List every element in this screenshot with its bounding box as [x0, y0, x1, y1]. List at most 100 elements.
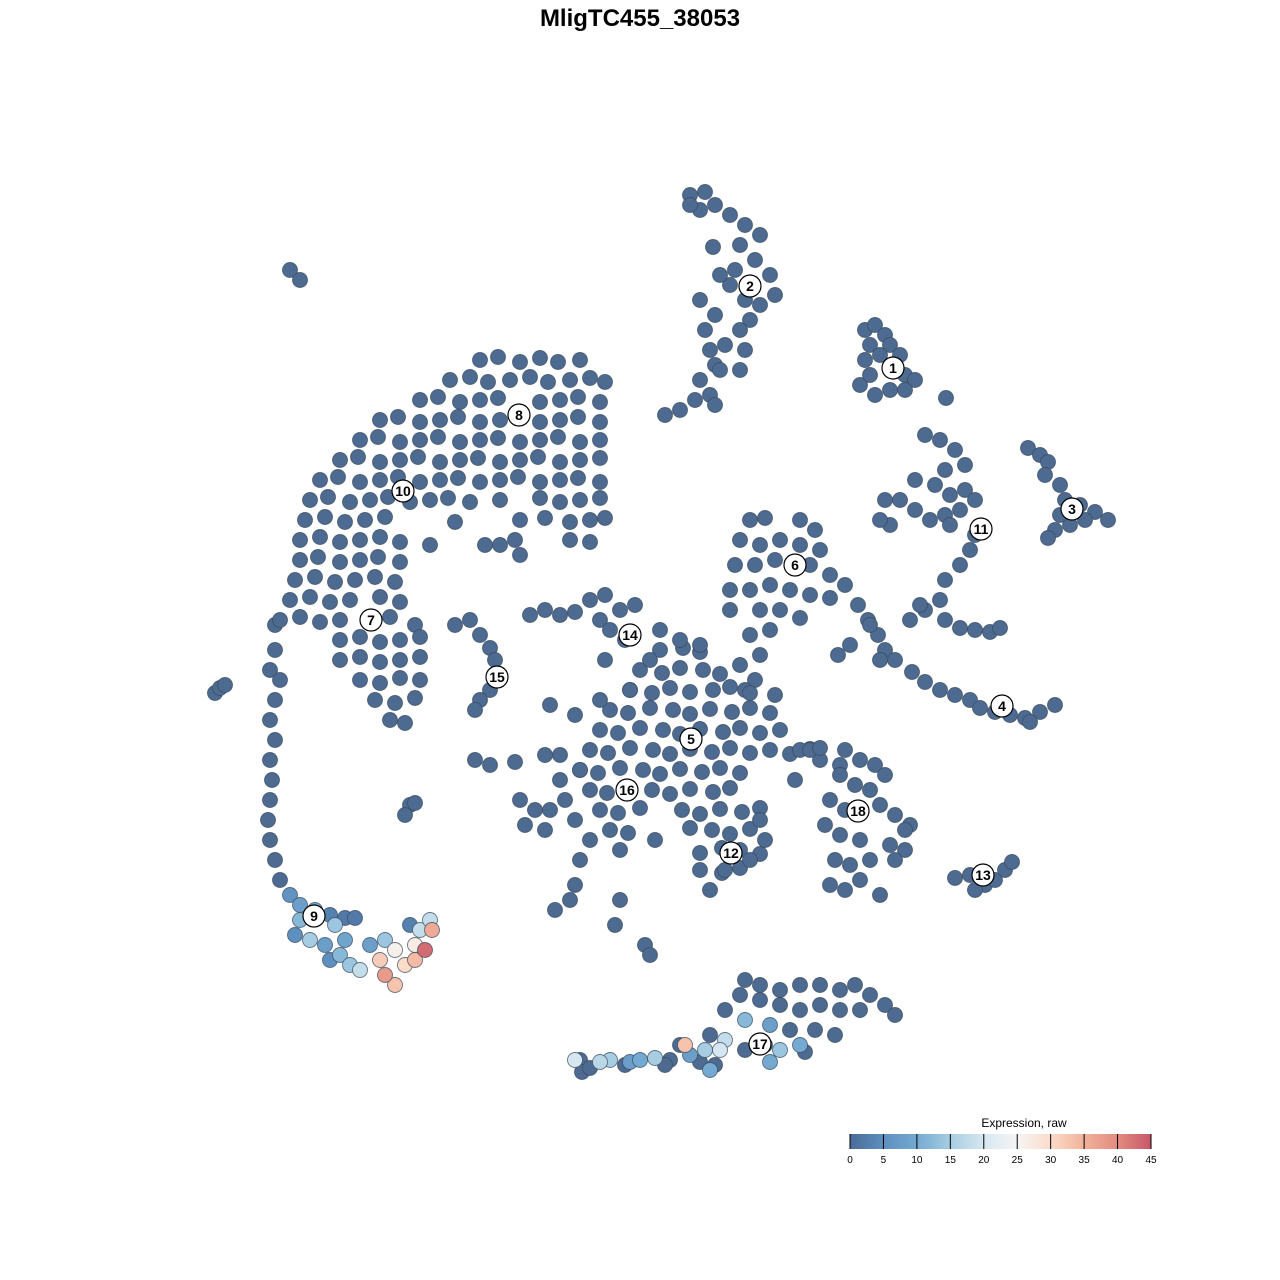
- data-point: [747, 557, 763, 573]
- data-point: [567, 707, 583, 723]
- cluster-label-badge: [969, 517, 993, 541]
- data-point: [472, 627, 488, 643]
- data-point: [372, 529, 388, 545]
- cluster-label-text: 1: [889, 360, 897, 376]
- data-point: [462, 612, 478, 628]
- data-point: [442, 372, 458, 388]
- data-point: [677, 1037, 693, 1053]
- data-point: [635, 762, 651, 778]
- cluster-label-badge: [391, 479, 415, 503]
- data-point: [287, 927, 303, 943]
- data-point: [937, 462, 953, 478]
- data-point: [424, 922, 440, 938]
- data-point: [732, 657, 748, 673]
- data-point: [552, 772, 568, 788]
- data-point: [682, 781, 698, 797]
- data-point: [562, 892, 578, 908]
- data-point: [567, 877, 583, 893]
- data-point: [752, 977, 768, 993]
- data-point: [412, 474, 428, 490]
- data-point: [967, 622, 983, 638]
- data-point: [527, 802, 543, 818]
- data-point: [550, 429, 566, 445]
- data-point: [272, 612, 288, 628]
- data-point: [480, 374, 496, 390]
- data-point: [352, 432, 368, 448]
- data-point: [477, 537, 493, 553]
- cluster-label-15: 15: [485, 665, 509, 689]
- data-point: [317, 509, 333, 525]
- data-point: [342, 494, 358, 510]
- data-point: [942, 517, 958, 533]
- data-point: [592, 394, 608, 410]
- data-point: [467, 702, 483, 718]
- data-point: [707, 307, 723, 323]
- data-point: [262, 832, 278, 848]
- chart-title: MligTC455_38053: [540, 5, 740, 32]
- data-point: [532, 432, 548, 448]
- data-point: [732, 362, 748, 378]
- data-point: [847, 977, 863, 993]
- cluster-label-18: 18: [846, 799, 870, 823]
- data-point: [692, 845, 708, 861]
- data-point: [762, 742, 778, 758]
- data-point: [310, 549, 326, 565]
- data-point: [412, 649, 428, 665]
- data-point: [752, 227, 768, 243]
- data-point: [697, 1042, 713, 1058]
- data-point: [567, 1052, 583, 1068]
- data-point: [862, 617, 878, 633]
- data-point: [350, 449, 366, 465]
- data-point: [867, 317, 883, 333]
- data-point: [722, 740, 738, 756]
- data-point: [292, 532, 308, 548]
- data-point: [665, 702, 681, 718]
- data-point: [372, 412, 388, 428]
- colorbar-tick-label: 10: [911, 1155, 923, 1166]
- data-point: [722, 602, 738, 618]
- data-point: [732, 987, 748, 1003]
- data-point: [412, 392, 428, 408]
- cluster-label-badge: [748, 1032, 772, 1056]
- data-point: [530, 449, 546, 465]
- data-point: [872, 652, 888, 668]
- data-point: [717, 337, 733, 353]
- data-point: [592, 490, 608, 506]
- data-point: [572, 434, 588, 450]
- data-point: [1047, 697, 1063, 713]
- data-point: [652, 766, 668, 782]
- data-point: [1020, 440, 1036, 456]
- data-point: [372, 589, 388, 605]
- data-point: [372, 675, 388, 691]
- data-point: [262, 662, 278, 678]
- data-point: [772, 982, 788, 998]
- data-point: [732, 532, 748, 548]
- data-point: [642, 652, 658, 668]
- data-point: [705, 682, 721, 698]
- data-point: [440, 490, 456, 506]
- data-point: [937, 612, 953, 628]
- cluster-label-badge: [679, 727, 703, 751]
- cluster-label-badge: [846, 799, 870, 823]
- cluster-label-3: 3: [1060, 497, 1084, 521]
- colorbar-tick-label: 15: [945, 1155, 957, 1166]
- data-point: [392, 670, 408, 686]
- colorbar-legend: Expression, raw 0 5 10 15 20 25 30 35 40 45: [847, 1116, 1157, 1166]
- data-point: [582, 742, 598, 758]
- data-point: [522, 607, 538, 623]
- data-point: [272, 672, 288, 688]
- data-point: [602, 822, 618, 838]
- data-point: [482, 757, 498, 773]
- data-point: [772, 1042, 788, 1058]
- cluster-label-badge: [485, 665, 509, 689]
- cluster-label-10: 10: [391, 479, 415, 503]
- colorbar-tick-label: 35: [1079, 1155, 1091, 1166]
- data-point: [262, 792, 278, 808]
- data-point: [645, 742, 661, 758]
- data-point: [332, 652, 348, 668]
- data-point: [742, 852, 758, 868]
- data-point: [597, 510, 613, 526]
- data-point: [862, 782, 878, 798]
- data-point: [767, 287, 783, 303]
- data-point: [352, 532, 368, 548]
